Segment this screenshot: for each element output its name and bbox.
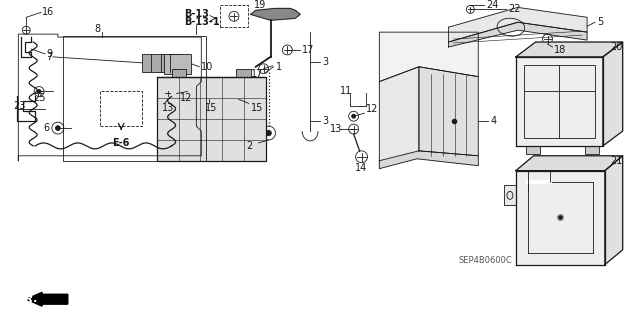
- Bar: [236, 69, 251, 77]
- Text: SEP4B0600C: SEP4B0600C: [458, 256, 512, 264]
- Bar: [585, 146, 599, 154]
- Bar: [524, 65, 595, 138]
- Text: 4: 4: [490, 116, 496, 126]
- Text: 11: 11: [340, 86, 352, 96]
- Text: 19: 19: [253, 0, 266, 11]
- Text: FR.: FR.: [18, 294, 38, 304]
- Text: 13: 13: [162, 103, 174, 113]
- Bar: [100, 92, 142, 126]
- Text: 18: 18: [554, 45, 566, 55]
- Polygon shape: [504, 185, 516, 205]
- Polygon shape: [516, 42, 623, 57]
- Text: 17: 17: [251, 69, 263, 79]
- Bar: [172, 69, 186, 77]
- Text: 8: 8: [95, 24, 100, 34]
- Text: 17: 17: [302, 45, 315, 55]
- Text: 13: 13: [330, 124, 342, 134]
- Polygon shape: [380, 151, 478, 169]
- Text: B-13-1: B-13-1: [184, 17, 220, 27]
- Text: 12: 12: [365, 104, 378, 114]
- Text: B-13: B-13: [184, 9, 209, 19]
- FancyArrow shape: [26, 292, 68, 306]
- Text: 3: 3: [322, 57, 328, 67]
- Text: 5: 5: [597, 17, 604, 27]
- Text: 21: 21: [610, 156, 622, 166]
- Text: 3: 3: [322, 116, 328, 126]
- Text: 15: 15: [205, 103, 218, 113]
- Polygon shape: [449, 7, 587, 42]
- Polygon shape: [419, 67, 478, 156]
- Text: 14: 14: [355, 163, 367, 173]
- Circle shape: [351, 114, 356, 118]
- Polygon shape: [516, 156, 623, 171]
- Polygon shape: [605, 156, 623, 264]
- Text: 6: 6: [43, 123, 49, 133]
- Text: E-6: E-6: [113, 138, 130, 148]
- Text: 16: 16: [42, 7, 54, 17]
- Text: 20: 20: [610, 42, 622, 52]
- Polygon shape: [449, 22, 587, 47]
- Bar: [142, 54, 180, 72]
- Circle shape: [37, 90, 41, 93]
- Polygon shape: [603, 42, 623, 146]
- Circle shape: [237, 91, 241, 96]
- Text: 23: 23: [13, 101, 26, 111]
- Bar: [157, 77, 266, 161]
- Circle shape: [207, 91, 212, 96]
- Text: 15: 15: [251, 103, 263, 113]
- Circle shape: [56, 126, 60, 130]
- Text: 24: 24: [486, 0, 499, 11]
- Polygon shape: [516, 171, 605, 264]
- Text: 12: 12: [180, 93, 192, 103]
- Polygon shape: [516, 57, 603, 146]
- Bar: [525, 146, 540, 154]
- Text: 25: 25: [33, 93, 45, 103]
- Circle shape: [189, 85, 193, 89]
- Bar: [220, 5, 248, 27]
- Text: 9: 9: [46, 49, 52, 59]
- Polygon shape: [380, 32, 478, 82]
- Text: 1: 1: [275, 62, 282, 72]
- Text: 10: 10: [202, 62, 214, 72]
- Text: 22: 22: [508, 4, 520, 14]
- Bar: [164, 54, 191, 74]
- Text: 2: 2: [246, 141, 252, 151]
- Text: 7: 7: [46, 52, 52, 62]
- Polygon shape: [380, 67, 419, 161]
- Polygon shape: [251, 8, 300, 20]
- Circle shape: [266, 130, 271, 136]
